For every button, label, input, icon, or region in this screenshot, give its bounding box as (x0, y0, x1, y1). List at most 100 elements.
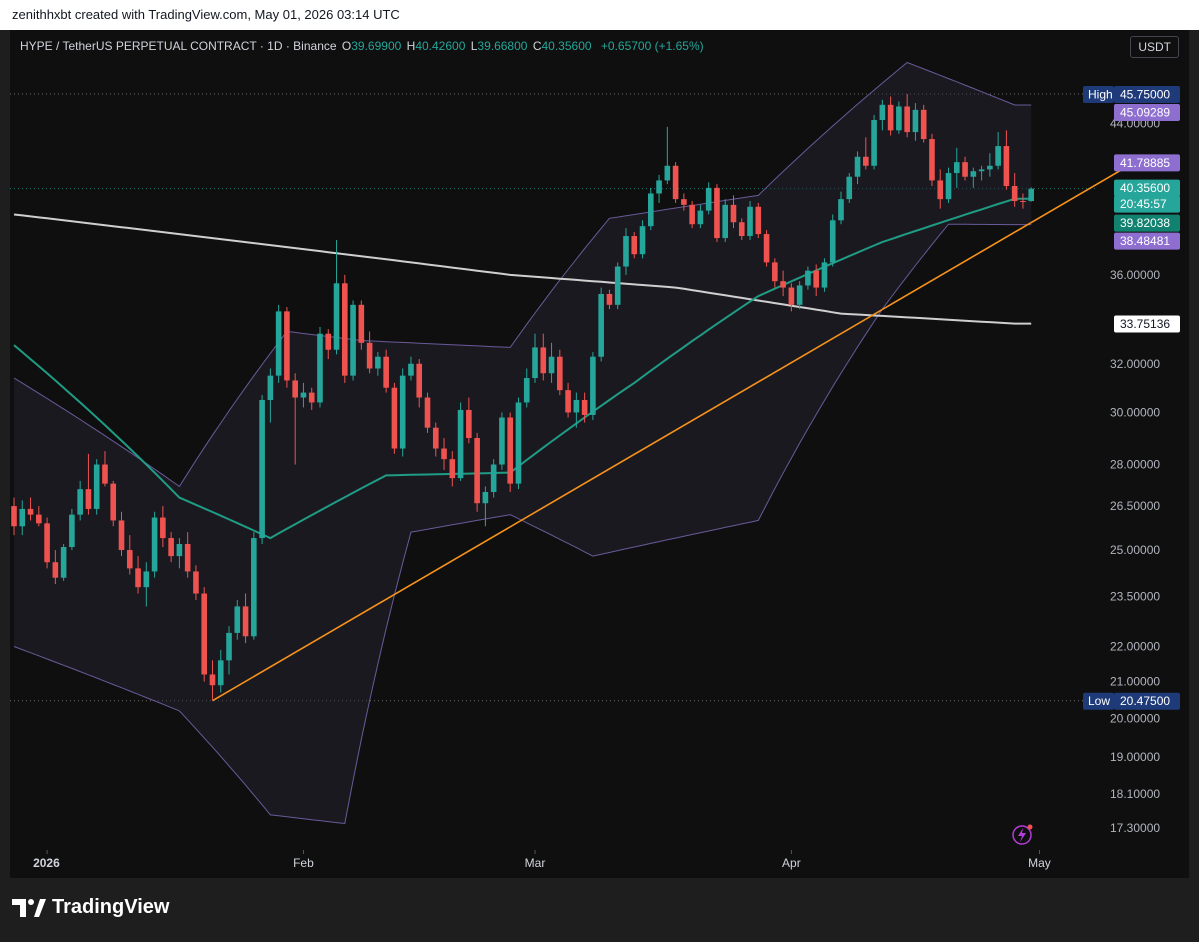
y-axis-tick-label: 26.50000 (1110, 499, 1160, 513)
price-tag-bb-basis: 41.78885 (1114, 154, 1180, 172)
x-axis-tick-label: Apr (782, 856, 801, 870)
y-axis-tick-label: 23.50000 (1110, 590, 1160, 604)
chart-area[interactable]: 2026 Feb Mar Apr May 44.00000 36.00000 32.00000… (10, 30, 1189, 878)
candle-body (366, 342, 373, 369)
y-axis-tick-label: 17.30000 (1110, 821, 1160, 835)
attribution-text: zenithhxbt created with TradingView.com,… (12, 7, 400, 22)
candle-body (565, 390, 571, 413)
candle-body (432, 427, 439, 449)
open-label: O (341, 39, 352, 53)
y-axis-tick-label: 32.00000 (1110, 357, 1160, 371)
candle-body (945, 173, 952, 200)
candle-body (499, 417, 505, 465)
candle-body (375, 356, 381, 369)
candle-body (226, 632, 232, 661)
price-tag-box (1114, 195, 1180, 213)
candle-body (796, 285, 803, 305)
change-value: +0.65700 (+1.65%) (600, 39, 704, 53)
y-axis-tick-label: 19.00000 (1110, 750, 1160, 764)
candle-body (391, 387, 398, 449)
candle-body (863, 156, 869, 166)
candle-body (449, 459, 456, 479)
candle-body (300, 392, 307, 398)
symbol-header: HYPE / TetherUS PERPETUAL CONTRACT · 1D … (20, 39, 704, 53)
y-axis-tick-label: 22.00000 (1110, 640, 1160, 654)
bollinger-band-fill (14, 62, 1032, 824)
candle-body (383, 356, 389, 388)
close-label: C (532, 39, 542, 53)
price-tag-label-box (1083, 692, 1114, 710)
candle-body (160, 517, 166, 539)
candle-body (581, 399, 588, 415)
candle-body (664, 165, 671, 181)
candle-body (234, 606, 241, 633)
footer: TradingView (0, 878, 1199, 942)
candle-body (60, 547, 67, 578)
candle-body (697, 210, 704, 225)
bollinger-lower-line (13, 223, 1032, 825)
candle-body (19, 508, 26, 527)
y-axis-tick-label: 25.00000 (1110, 543, 1160, 557)
candle-body (69, 514, 75, 548)
price-tag-value: 20.47500 (1120, 694, 1170, 708)
candle-body (995, 146, 1001, 166)
high-value: 40.42600 (415, 39, 466, 53)
candle-body (929, 139, 935, 181)
price-tag-value: 45.09289 (1120, 106, 1170, 120)
candle-body (358, 304, 365, 343)
price-tag-value: 45.75000 (1120, 88, 1170, 102)
price-chart[interactable]: 2026 Feb Mar Apr May44.0000036.0000032.00000… (10, 30, 1189, 878)
candle-body (532, 347, 538, 379)
candle-body (77, 489, 83, 515)
candle-body (441, 448, 447, 460)
candle-body (482, 491, 489, 504)
candle-body (763, 234, 770, 263)
candle-body (755, 206, 762, 235)
candle-body (325, 333, 332, 350)
y-axis-tick-label: 28.00000 (1110, 458, 1160, 472)
price-tag-bb-lower: 38.48481 (1114, 232, 1180, 250)
candle-body (110, 483, 117, 521)
candle-body (201, 593, 208, 675)
candle-body (829, 220, 836, 263)
candle-body (747, 206, 753, 237)
candle-body (135, 568, 141, 588)
alert-icon-bolt (1018, 828, 1026, 842)
candle-body (251, 538, 257, 637)
candle-body (846, 176, 853, 200)
candle-body (722, 204, 729, 239)
candle-body (953, 162, 960, 174)
candle-body (970, 171, 977, 177)
candle-body (408, 363, 414, 376)
x-axis-tick-label: 2026 (33, 856, 60, 870)
y-axis-tick-label: 18.10000 (1110, 787, 1160, 801)
tradingview-logo: TradingView (12, 896, 169, 919)
price-tag-box (1114, 86, 1180, 104)
candle-body (639, 226, 646, 255)
low-label: L (470, 39, 478, 53)
price-tag-box (1114, 179, 1180, 197)
candle-body (647, 193, 654, 227)
x-axis-tick-label: Mar (525, 856, 546, 870)
candle-body (275, 311, 282, 376)
candle-body (333, 283, 340, 350)
y-axis-tick-label: 36.00000 (1110, 268, 1160, 282)
ema-line (13, 197, 1032, 540)
candle-body (143, 571, 150, 588)
price-tag-box (1114, 232, 1180, 250)
candle-body (457, 409, 464, 479)
candle-body (1020, 201, 1026, 203)
candle-body (631, 236, 638, 255)
close-value: 40.35600 (541, 39, 592, 53)
candle-body (126, 550, 133, 569)
currency-button[interactable]: USDT (1130, 36, 1179, 58)
price-tag-box (1114, 154, 1180, 172)
candle-body (184, 544, 191, 572)
candle-body (821, 262, 828, 288)
candle-body (904, 106, 910, 133)
candle-body (937, 180, 944, 200)
candle-body (871, 120, 877, 166)
alert-icon-dot (1027, 824, 1033, 830)
price-tag-high: 45.75000 High (1083, 86, 1180, 104)
price-tag-value: 39.82038 (1120, 216, 1170, 230)
